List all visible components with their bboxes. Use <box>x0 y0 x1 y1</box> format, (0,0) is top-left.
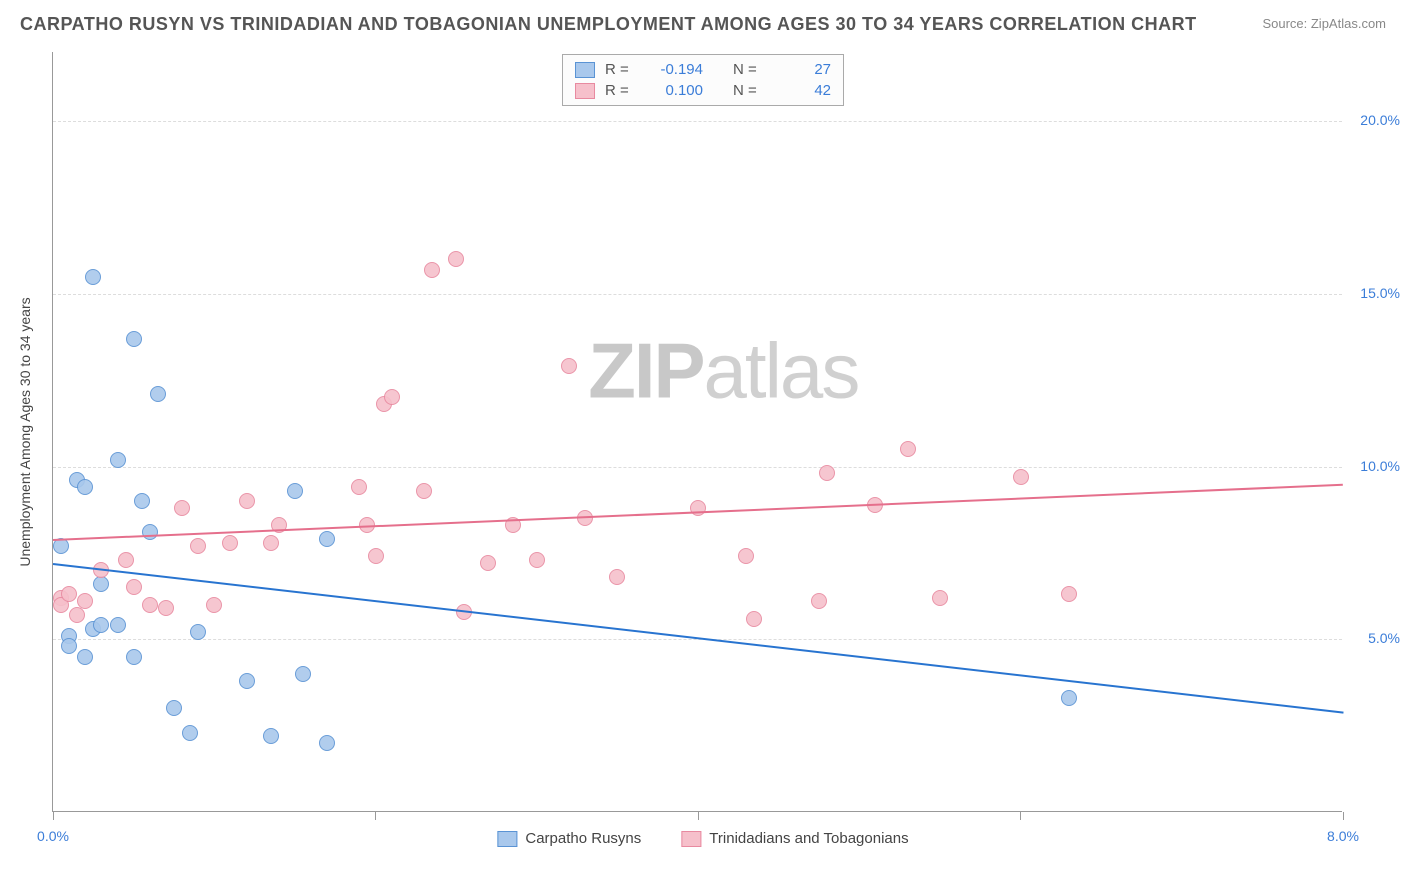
legend-label-2: Trinidadians and Tobagonians <box>709 830 908 847</box>
data-point <box>190 538 206 554</box>
data-point <box>126 649 142 665</box>
data-point <box>77 479 93 495</box>
data-point <box>190 624 206 640</box>
data-point <box>77 649 93 665</box>
r-value-2: 0.100 <box>643 82 703 99</box>
data-point <box>239 493 255 509</box>
data-point <box>480 555 496 571</box>
data-point <box>166 700 182 716</box>
x-tick <box>1020 812 1021 820</box>
data-point <box>295 666 311 682</box>
data-point <box>93 617 109 633</box>
data-point <box>738 548 754 564</box>
y-tick-label: 15.0% <box>1360 285 1400 301</box>
r-value-1: -0.194 <box>643 61 703 78</box>
data-point <box>384 389 400 405</box>
data-point <box>1013 469 1029 485</box>
y-axis-title: Unemployment Among Ages 30 to 34 years <box>17 297 33 566</box>
data-point <box>150 386 166 402</box>
r-label: R = <box>605 82 633 99</box>
x-tick-label: 0.0% <box>28 828 78 844</box>
y-tick-label: 10.0% <box>1360 458 1400 474</box>
swatch-series-2 <box>681 831 701 847</box>
correlation-row-2: R = 0.100 N = 42 <box>575 80 831 101</box>
chart-container: CARPATHO RUSYN VS TRINIDADIAN AND TOBAGO… <box>0 0 1406 892</box>
data-point <box>126 579 142 595</box>
source-attribution: Source: ZipAtlas.com <box>1262 16 1386 31</box>
data-point <box>561 358 577 374</box>
data-point <box>932 590 948 606</box>
watermark: ZIPatlas <box>588 325 858 416</box>
legend-item-1: Carpatho Rusyns <box>497 830 641 847</box>
data-point <box>134 493 150 509</box>
n-label: N = <box>733 61 761 78</box>
data-point <box>529 552 545 568</box>
correlation-row-1: R = -0.194 N = 27 <box>575 59 831 80</box>
y-tick-label: 20.0% <box>1360 112 1400 128</box>
series-legend: Carpatho Rusyns Trinidadians and Tobagon… <box>497 830 908 847</box>
x-tick <box>1343 812 1344 820</box>
data-point <box>811 593 827 609</box>
swatch-series-1 <box>497 831 517 847</box>
data-point <box>182 725 198 741</box>
grid-line <box>53 639 1342 640</box>
data-point <box>263 728 279 744</box>
data-point <box>206 597 222 613</box>
data-point <box>1061 586 1077 602</box>
data-point <box>239 673 255 689</box>
swatch-series-2 <box>575 83 595 99</box>
legend-label-1: Carpatho Rusyns <box>525 830 641 847</box>
data-point <box>174 500 190 516</box>
data-point <box>319 531 335 547</box>
data-point <box>110 617 126 633</box>
x-tick <box>375 812 376 820</box>
r-label: R = <box>605 61 633 78</box>
watermark-bold: ZIP <box>588 326 703 414</box>
data-point <box>77 593 93 609</box>
data-point <box>142 597 158 613</box>
data-point <box>93 576 109 592</box>
swatch-series-1 <box>575 62 595 78</box>
y-tick-label: 5.0% <box>1368 630 1400 646</box>
grid-line <box>53 121 1342 122</box>
data-point <box>158 600 174 616</box>
chart-title: CARPATHO RUSYN VS TRINIDADIAN AND TOBAGO… <box>20 14 1197 35</box>
n-value-2: 42 <box>771 82 831 99</box>
data-point <box>900 441 916 457</box>
data-point <box>1061 690 1077 706</box>
data-point <box>609 569 625 585</box>
data-point <box>448 251 464 267</box>
plot-area: ZIPatlas Unemployment Among Ages 30 to 3… <box>52 52 1342 812</box>
data-point <box>126 331 142 347</box>
data-point <box>819 465 835 481</box>
x-tick <box>53 812 54 820</box>
data-point <box>110 452 126 468</box>
data-point <box>746 611 762 627</box>
data-point <box>351 479 367 495</box>
legend-item-2: Trinidadians and Tobagonians <box>681 830 908 847</box>
x-tick-label: 8.0% <box>1318 828 1368 844</box>
data-point <box>319 735 335 751</box>
data-point <box>287 483 303 499</box>
grid-line <box>53 467 1342 468</box>
x-tick <box>698 812 699 820</box>
data-point <box>69 607 85 623</box>
data-point <box>416 483 432 499</box>
data-point <box>263 535 279 551</box>
data-point <box>222 535 238 551</box>
data-point <box>368 548 384 564</box>
data-point <box>142 524 158 540</box>
grid-line <box>53 294 1342 295</box>
n-label: N = <box>733 82 761 99</box>
data-point <box>85 269 101 285</box>
data-point <box>424 262 440 278</box>
data-point <box>61 638 77 654</box>
data-point <box>118 552 134 568</box>
n-value-1: 27 <box>771 61 831 78</box>
correlation-legend: R = -0.194 N = 27 R = 0.100 N = 42 <box>562 54 844 106</box>
watermark-light: atlas <box>704 326 859 414</box>
data-point <box>61 586 77 602</box>
